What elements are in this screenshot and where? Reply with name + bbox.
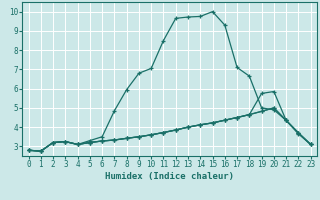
X-axis label: Humidex (Indice chaleur): Humidex (Indice chaleur) — [105, 172, 234, 181]
